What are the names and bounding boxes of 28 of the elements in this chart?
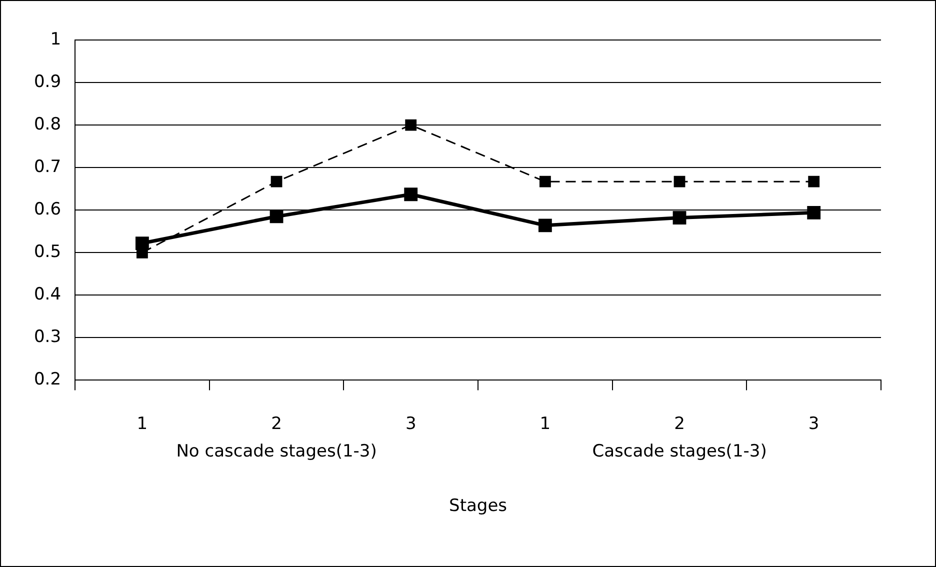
point <box>807 206 821 220</box>
x-tick-label: 1 <box>540 414 551 434</box>
point <box>538 218 552 232</box>
y-tick-label: 0.8 <box>34 114 62 134</box>
y-tick-label: 0.7 <box>34 156 62 177</box>
point <box>539 176 551 188</box>
y-tick-label: 0.5 <box>34 242 62 262</box>
point <box>674 176 686 188</box>
point <box>672 211 686 224</box>
x-tick-label: 2 <box>271 414 282 434</box>
y-tick-label: 0.9 <box>34 72 62 92</box>
y-tick-label: 0.4 <box>34 284 62 305</box>
point <box>270 210 284 224</box>
x-tick-label: 2 <box>674 414 685 434</box>
point <box>270 176 282 188</box>
x-tick-label: 3 <box>405 414 416 434</box>
x-tick-label: 1 <box>136 414 148 434</box>
point <box>404 188 418 202</box>
y-tick-label: 0.2 <box>34 370 62 390</box>
x-axis-title: Stages <box>449 496 508 516</box>
y-tick-label: 0.3 <box>34 327 62 348</box>
x-tick-label: 3 <box>808 414 820 434</box>
y-tick-label: 0.6 <box>34 200 62 220</box>
text: Cascade stages(1-3) <box>592 442 767 462</box>
point <box>808 176 820 188</box>
text: No cascade stages(1-3) <box>176 442 377 462</box>
y-tick-label: 1 <box>50 29 62 50</box>
point <box>405 119 417 131</box>
